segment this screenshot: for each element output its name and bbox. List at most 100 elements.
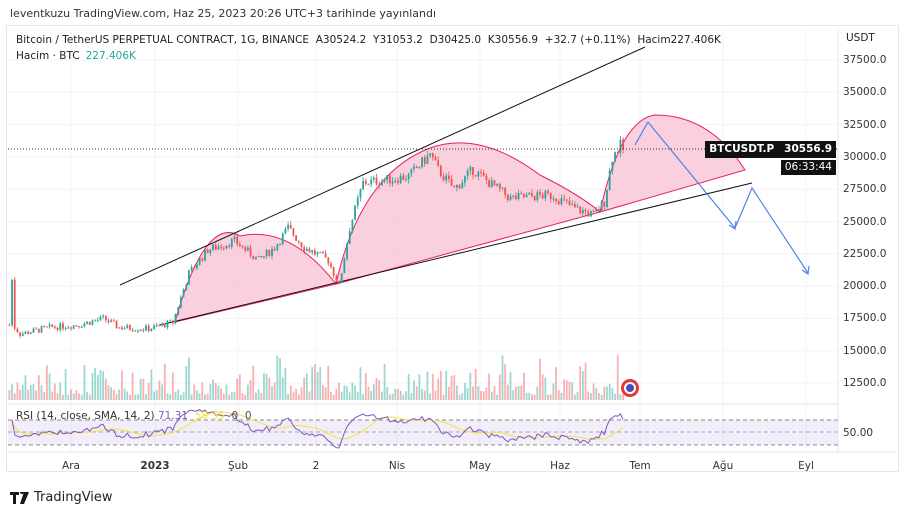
candle-body: [603, 201, 606, 207]
candle-body: [182, 289, 185, 298]
candle-body: [139, 329, 142, 331]
candle-body: [236, 236, 239, 245]
volume-bar: [466, 388, 469, 400]
volume-bar: [8, 390, 11, 400]
candle-body: [35, 328, 38, 330]
channel-upper-line[interactable]: [119, 46, 646, 286]
volume-bar: [225, 384, 228, 400]
volume-bar: [163, 363, 166, 400]
candle-body: [555, 198, 557, 202]
volume-bar: [67, 394, 70, 400]
candle-body: [86, 321, 88, 324]
candle-body: [45, 326, 48, 328]
open-value: A30524.2: [315, 34, 367, 46]
volume-bar: [619, 394, 622, 400]
volume-bar: [48, 373, 51, 400]
candle-body: [466, 170, 469, 177]
candle-body: [196, 264, 198, 269]
candle-body: [383, 180, 386, 182]
candle-body: [606, 190, 608, 207]
volume-bar: [166, 393, 169, 400]
volume-bar: [99, 370, 102, 400]
price-axis-tick: 32500.0: [843, 118, 887, 131]
candle-body: [24, 331, 27, 334]
cup-pattern-2: [335, 142, 602, 285]
volume-bar: [370, 390, 373, 400]
candle-body: [600, 201, 603, 211]
candle-body: [238, 244, 241, 247]
candle-body: [375, 177, 378, 185]
candle-body: [246, 247, 249, 251]
flag-icon[interactable]: [621, 379, 639, 397]
candle-body: [378, 184, 381, 186]
channel-lower-line[interactable]: [159, 182, 753, 326]
volume-bar: [236, 378, 239, 400]
volume-bar: [410, 393, 413, 400]
volume-bar: [413, 380, 415, 400]
volume-label: Hacim · BTC: [16, 50, 80, 62]
volume-bar: [434, 390, 437, 400]
volume-bar: [600, 394, 603, 400]
volume-bar: [514, 386, 517, 400]
volume-bar: [265, 373, 268, 400]
candle-body: [504, 187, 507, 195]
candle-body: [62, 323, 64, 329]
candle-body: [32, 328, 35, 333]
volume-bar: [469, 372, 472, 400]
volume-bar: [91, 372, 94, 400]
volume-bar: [614, 393, 616, 400]
tradingview-logo[interactable]: TradingView: [10, 490, 113, 505]
candle-body: [517, 193, 520, 199]
volume-bar: [174, 391, 177, 400]
candle-body: [171, 320, 174, 324]
candle-body: [512, 195, 515, 197]
volume-bar: [145, 394, 147, 400]
candle-body: [166, 320, 169, 328]
volume-bar: [112, 389, 115, 400]
volume-bar: [330, 391, 332, 400]
candle-body: [29, 332, 32, 334]
volume-bar: [83, 364, 86, 400]
volume-bar: [268, 377, 271, 400]
volume-bar: [255, 392, 257, 400]
volume-bar: [616, 354, 619, 400]
volume-bar: [297, 394, 300, 400]
volume-bar: [509, 372, 512, 400]
candle-body: [536, 192, 539, 201]
projection-arrow-2[interactable]: [734, 186, 809, 274]
symbol-legend: Bitcoin / TetherUS PERPETUAL CONTRACT, 1…: [16, 34, 721, 46]
volume-bar: [581, 371, 584, 400]
candle-body: [27, 331, 30, 334]
candle-body: [13, 279, 16, 329]
price-axis-tick: 15000.0: [843, 344, 887, 357]
candle-body: [592, 210, 595, 212]
volume-bar: [327, 365, 330, 400]
volume-bar: [190, 394, 193, 400]
projection-arrow-1[interactable]: [634, 120, 736, 229]
volume-bar: [131, 372, 134, 400]
rsi-title: RSI (14, close, SMA, 14, 2): [16, 410, 155, 422]
candle-body: [380, 181, 383, 186]
low-value: D30425.0: [429, 34, 482, 46]
volume-bar: [273, 382, 276, 400]
candle-body: [391, 181, 394, 184]
candle-body: [206, 249, 209, 254]
candle-body: [268, 249, 271, 256]
volume-bar: [426, 371, 429, 400]
volume-bar: [447, 387, 450, 400]
candle-body: [295, 235, 298, 241]
candle-body: [442, 176, 445, 181]
candle-body: [193, 266, 196, 269]
volume-bar: [622, 394, 624, 400]
volume-bar: [206, 393, 209, 400]
volume-bar: [142, 378, 145, 400]
candle-body: [402, 175, 405, 180]
candle-body: [488, 180, 490, 188]
volume-bar: [391, 393, 394, 400]
candle-body: [372, 177, 375, 180]
candle-body: [496, 183, 499, 186]
volume-bar: [153, 391, 155, 400]
candle-body: [59, 323, 62, 330]
candle-body: [260, 256, 263, 258]
